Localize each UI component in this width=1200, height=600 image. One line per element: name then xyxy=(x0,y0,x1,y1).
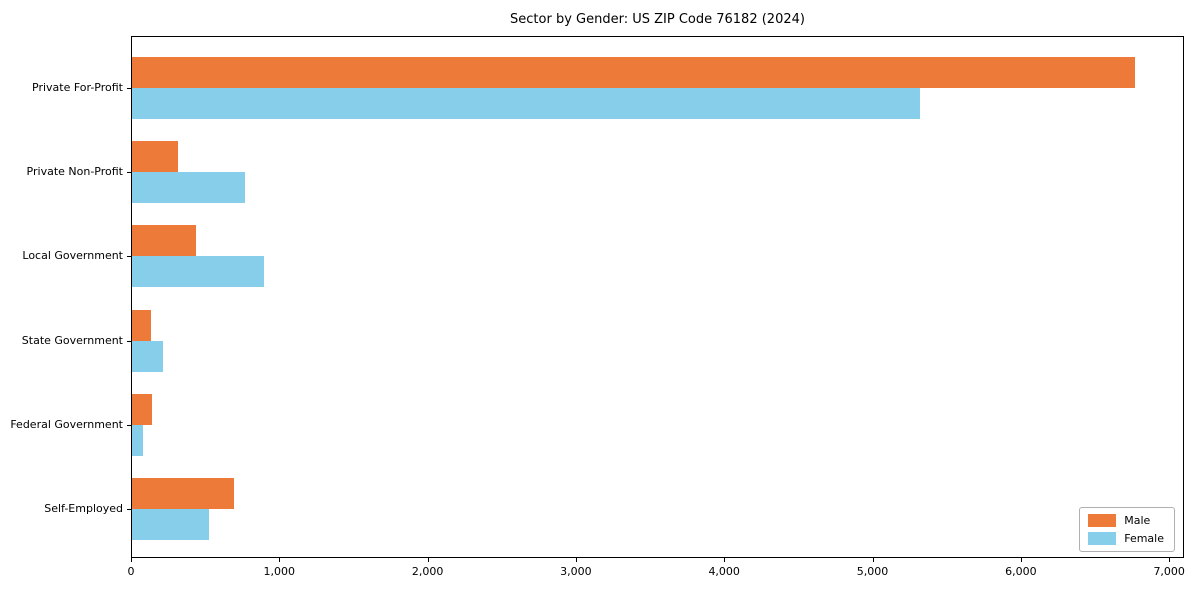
legend-label-female: Female xyxy=(1124,532,1164,545)
legend: Male Female xyxy=(1079,507,1175,552)
x-tick-mark xyxy=(1169,558,1171,562)
bar-female-local-government xyxy=(132,256,264,288)
x-tick-label-0: 0 xyxy=(127,565,135,578)
x-tick-label-1000: 1,000 xyxy=(263,565,296,578)
x-tick-mark xyxy=(279,558,281,562)
bar-male-state-government xyxy=(132,309,152,341)
chart-title: Sector by Gender: US ZIP Code 76182 (202… xyxy=(510,12,805,27)
x-tick-label-7000: 7,000 xyxy=(1153,565,1185,578)
bar-male-local-government xyxy=(132,225,196,257)
y-tick-label-state-government: State Government xyxy=(21,333,123,347)
bar-male-federal-government xyxy=(132,393,152,425)
y-tick-mark xyxy=(127,256,131,258)
x-tick-mark xyxy=(872,558,874,562)
x-tick-label-2000: 2,000 xyxy=(411,565,444,578)
y-tick-mark xyxy=(127,509,131,510)
x-tick-mark xyxy=(131,558,132,562)
x-tick-label-4000: 4,000 xyxy=(708,565,740,578)
x-tick-mark xyxy=(1020,558,1022,562)
x-tick-label-5000: 5,000 xyxy=(856,565,889,578)
y-tick-label-private-for-profit: Private For-Profit xyxy=(32,81,123,94)
bar-female-state-government xyxy=(132,340,164,372)
x-tick-label-3000: 3,000 xyxy=(560,565,592,578)
y-tick-mark xyxy=(127,172,131,174)
bar-female-private-for-profit xyxy=(132,88,920,119)
x-tick-mark xyxy=(724,558,726,562)
y-tick-mark xyxy=(127,424,131,426)
bar-male-private-for-profit xyxy=(132,57,1135,88)
x-tick-label-6000: 6,000 xyxy=(1005,565,1037,578)
legend-item-female: Female xyxy=(1088,532,1164,545)
x-tick-mark xyxy=(575,558,577,562)
y-tick-mark xyxy=(127,340,131,342)
bar-male-self-employed xyxy=(132,478,235,509)
legend-item-male: Male xyxy=(1088,514,1164,527)
plot-area xyxy=(131,36,1184,558)
y-tick-label-federal-government: Federal Government xyxy=(10,417,123,431)
y-tick-mark xyxy=(127,88,131,89)
bar-female-private-non-profit xyxy=(132,172,245,204)
bar-male-private-non-profit xyxy=(132,141,178,173)
bar-female-self-employed xyxy=(132,509,210,540)
legend-swatch-male xyxy=(1088,514,1117,527)
x-tick-mark xyxy=(427,558,429,562)
y-tick-label-local-government: Local Government xyxy=(22,249,123,263)
bar-female-federal-government xyxy=(132,424,144,456)
legend-label-male: Male xyxy=(1124,514,1151,527)
y-tick-label-self-employed: Self-Employed xyxy=(44,502,123,515)
legend-swatch-female xyxy=(1088,532,1117,545)
y-tick-label-private-non-profit: Private Non-Profit xyxy=(26,165,123,179)
